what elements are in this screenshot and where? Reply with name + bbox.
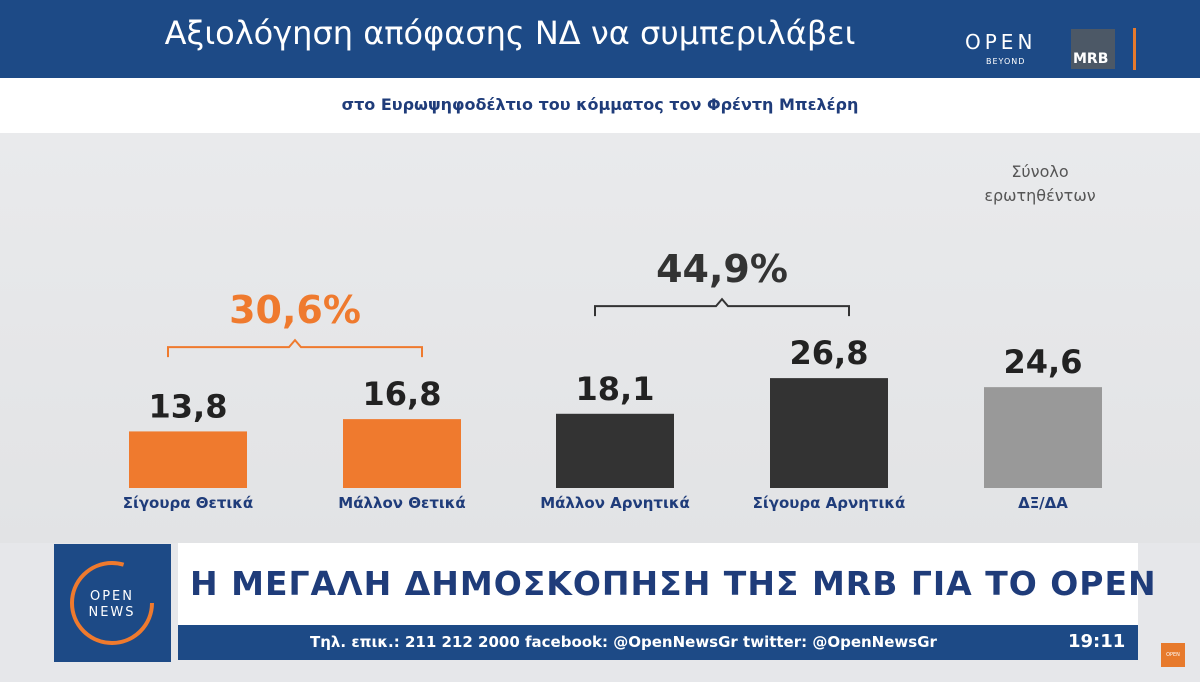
category-label: Μάλλον Αρνητικά: [540, 494, 690, 512]
open-news-ring-icon: OPEN NEWS: [70, 561, 154, 645]
group-bracket: [167, 338, 423, 358]
open-news-logo: OPEN NEWS: [54, 544, 171, 662]
group-total-label: 30,6%: [229, 288, 361, 332]
headline-bar: [178, 543, 1138, 625]
divider: [1133, 28, 1136, 70]
total-label-line-1: Σύνολο: [1011, 162, 1069, 181]
corner-logo: OPEN: [1161, 643, 1185, 667]
data-label: 24,6: [1004, 343, 1083, 381]
logo-bottom-text: NEWS: [88, 605, 135, 620]
data-label: 26,8: [790, 334, 869, 372]
mrb-logo-text: MRB: [1073, 51, 1109, 67]
bar: [556, 413, 674, 488]
clock: 19:11: [1068, 631, 1126, 652]
open-beyond-logo-sub: BEYOND: [986, 57, 1026, 66]
category-label: Σίγουρα Αρνητικά: [753, 494, 906, 512]
bar: [770, 378, 888, 488]
category-label: Μάλλον Θετικά: [338, 494, 465, 512]
headline: Η ΜΕΓΑΛΗ ΔΗΜΟΣΚΟΠΗΣΗ ΤΗΣ MRB ΓΙΑ ΤΟ OPEN: [190, 564, 1157, 603]
logo-top-text: OPEN: [90, 589, 134, 604]
category-label: ΔΞ/ΔΑ: [1018, 494, 1068, 512]
subtitle-bar: [0, 78, 1200, 133]
data-label: 18,1: [576, 370, 655, 408]
bar: [984, 387, 1102, 488]
open-beyond-logo: OPEN: [965, 30, 1037, 54]
bar: [129, 431, 247, 488]
total-label-line-2: ερωτηθέντων: [984, 186, 1096, 205]
data-label: 13,8: [149, 387, 228, 425]
category-label: Σίγουρα Θετικά: [123, 494, 254, 512]
bar: [343, 419, 461, 488]
top-banner: [0, 0, 1200, 78]
total-respondents-label: Σύνολο ερωτηθέντων: [940, 160, 1140, 208]
group-total-label: 44,9%: [656, 247, 788, 291]
bar-chart: 13,8 Σίγουρα Θετικά 16,8 Μάλλον Θετικά 18,1 Μ…: [123, 247, 1102, 512]
data-label: 16,8: [363, 375, 442, 413]
group-bracket: [594, 297, 850, 317]
page-title: Αξιολόγηση απόφασης ΝΔ να συμπεριλάβει: [164, 14, 856, 52]
page-subtitle: στο Ευρωψηφοδέλτιο του κόμματος τον Φρέν…: [341, 95, 859, 114]
info-bar: [178, 625, 1138, 660]
contact-info: Τηλ. επικ.: 211 212 2000 facebook: @Open…: [310, 633, 937, 651]
mrb-logo: MRB: [1071, 29, 1115, 69]
